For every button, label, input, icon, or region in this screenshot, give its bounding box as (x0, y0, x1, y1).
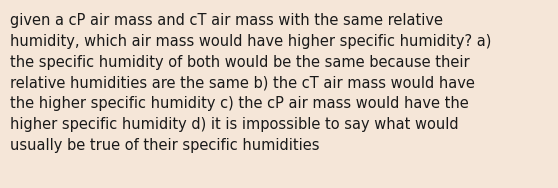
Text: given a cP air mass and cT air mass with the same relative
humidity, which air m: given a cP air mass and cT air mass with… (10, 13, 492, 153)
